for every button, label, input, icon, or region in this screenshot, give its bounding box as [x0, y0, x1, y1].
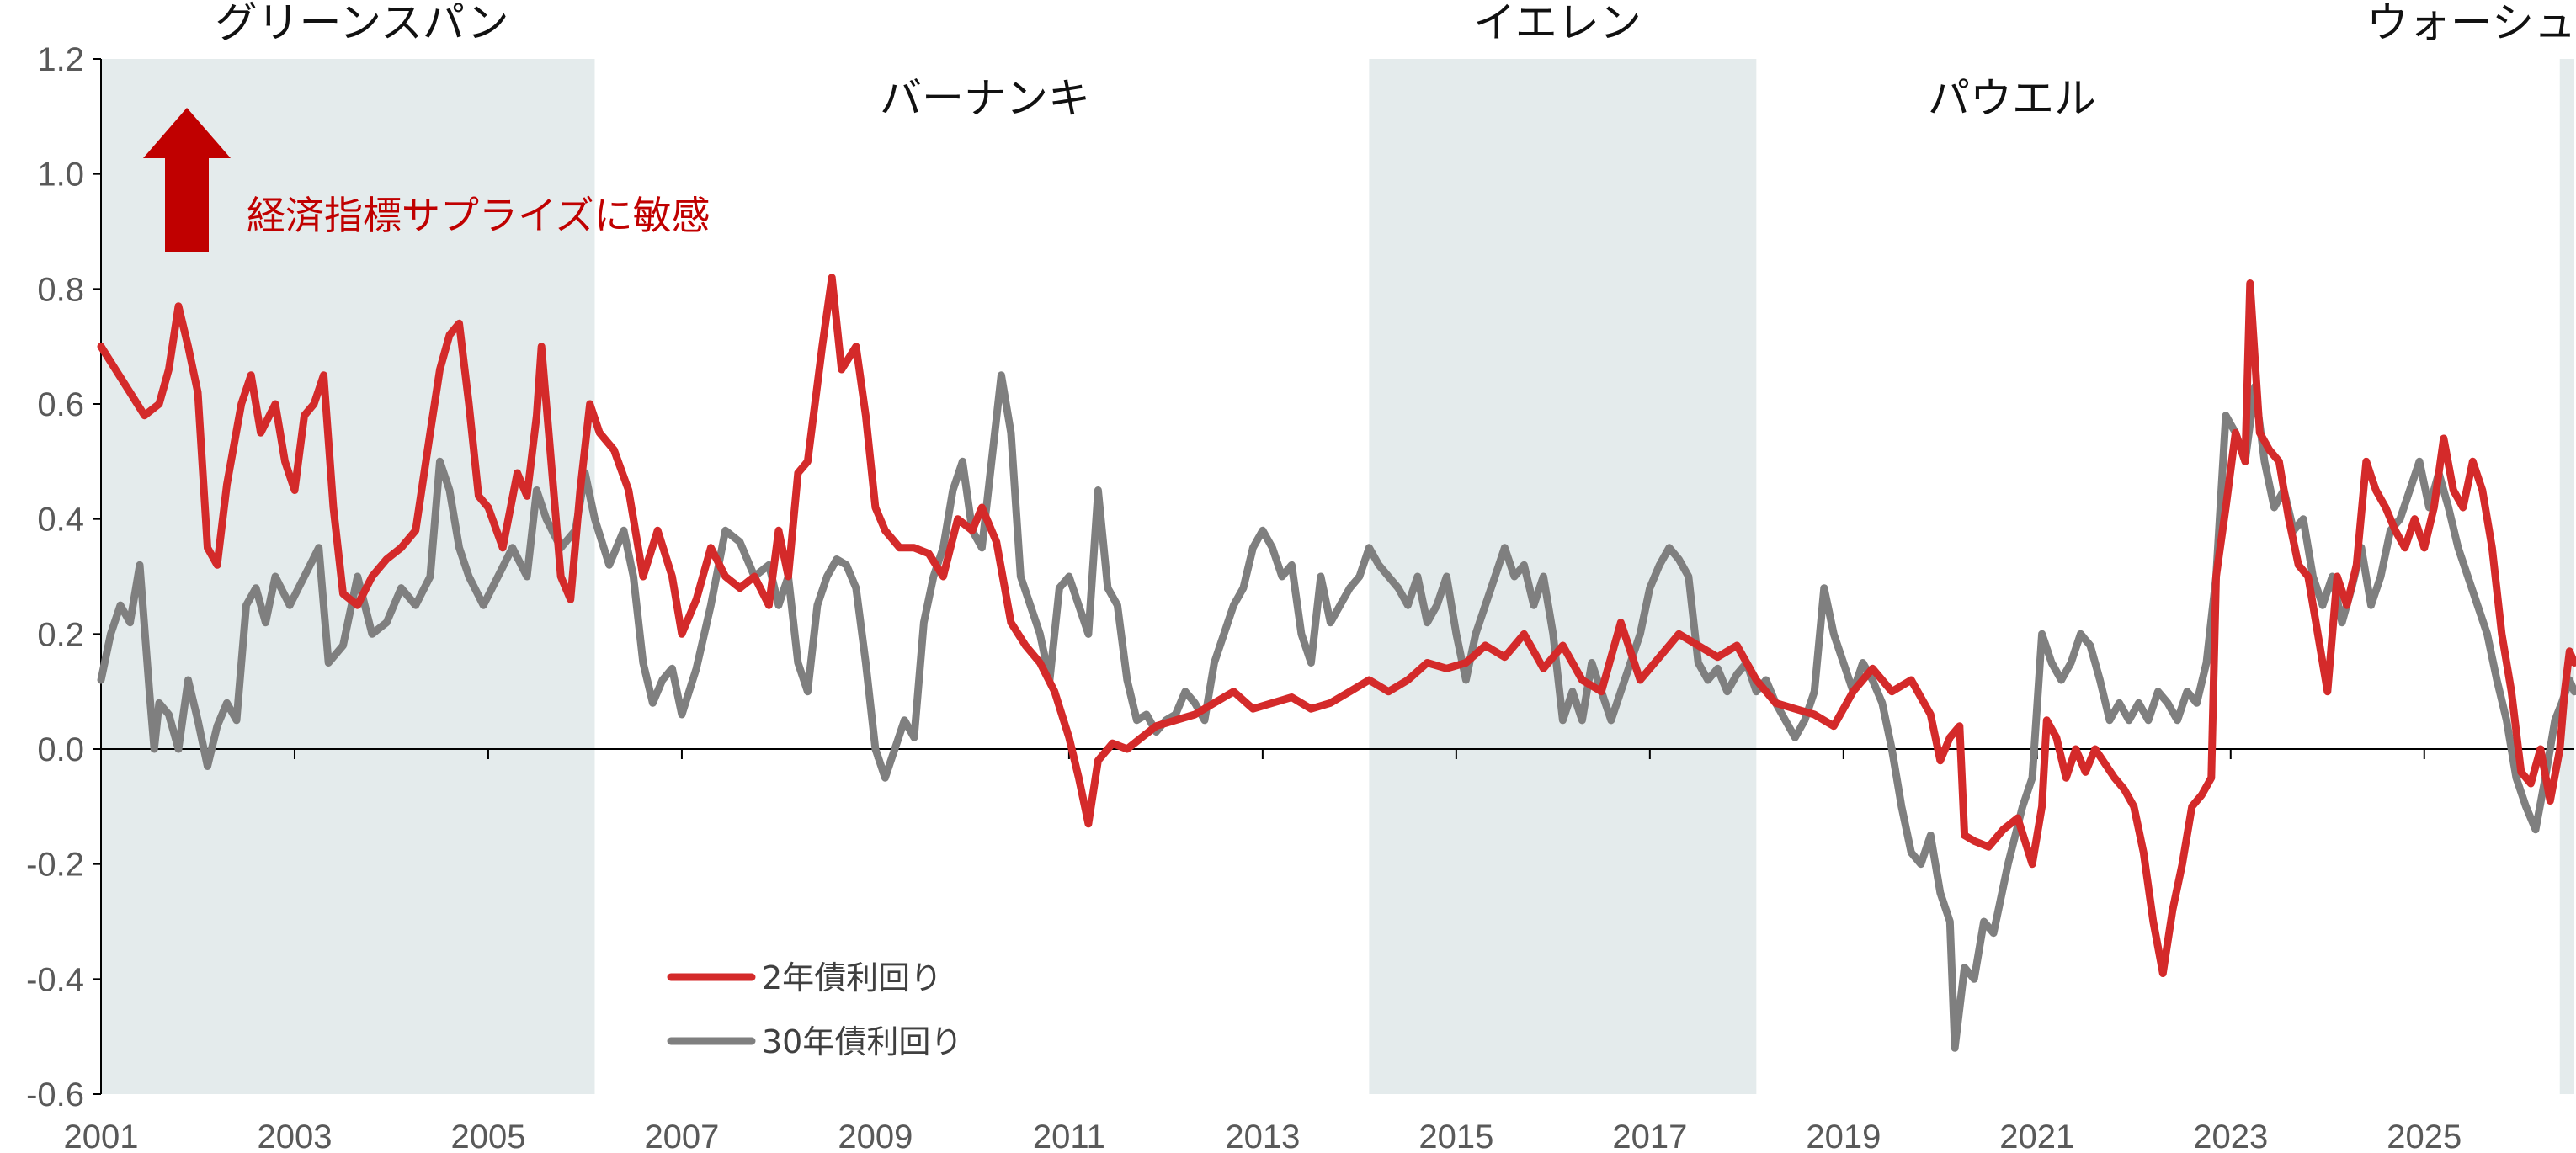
x-tick-label-2007: 2007	[644, 1118, 719, 1153]
x-tick-label-2023: 2023	[2193, 1118, 2268, 1153]
era-label-1: バーナンキ	[880, 74, 1090, 123]
x-tick-label-2021: 2021	[1999, 1118, 2074, 1153]
annotation-text: 経済指標サプライズに敏感	[247, 193, 711, 238]
y-tick-label-0-2: 0.2	[37, 616, 84, 653]
annotation: 経済指標サプライズに敏感	[143, 108, 711, 252]
y-tick-label-0-6: 0.6	[37, 386, 84, 423]
x-tick-label-2025: 2025	[2387, 1118, 2462, 1153]
series-line-0	[97, 274, 2576, 977]
era-label-4: ウォーシュ	[2366, 0, 2576, 47]
x-tick-label-2013: 2013	[1225, 1118, 1300, 1153]
x-tick-label-2001: 2001	[64, 1118, 139, 1153]
era-shade-4	[2559, 59, 2574, 1094]
x-tick-label-2015: 2015	[1418, 1118, 1493, 1153]
y-tick-label--0-6: -0.6	[26, 1076, 84, 1113]
era-shade-2	[1369, 59, 1757, 1094]
y-tick-labels: -0.6 -0.4 -0.2 0.0 0.2 0.4 0.6 0.8 1.0 1.2	[26, 41, 101, 1113]
era-label-3: パウエル	[1928, 74, 2096, 123]
legend: 2年債利回り 30年債利回り	[667, 959, 962, 1060]
legend-label-2y: 2年債利回り	[762, 959, 942, 996]
x-tick-label-2003: 2003	[257, 1118, 332, 1153]
x-tick-label-2005: 2005	[450, 1118, 525, 1153]
x-tick-labels: 2001 2003 2005 2007 2009 2011 2013 2015 2017 2019…	[64, 749, 2462, 1153]
x-tick-label-2009: 2009	[838, 1118, 913, 1153]
y-tick-label--0-4: -0.4	[26, 961, 84, 998]
era-label-0: グリーンスパン	[216, 0, 509, 47]
y-tick-label-1-0: 1.0	[37, 157, 84, 194]
y-tick-label--0-2: -0.2	[26, 847, 84, 884]
era-label-2: イエレン	[1473, 0, 1642, 47]
x-tick-label-2017: 2017	[1612, 1118, 1687, 1153]
y-tick-label-0-4: 0.4	[37, 502, 84, 539]
y-tick-label-1-2: 1.2	[37, 41, 84, 78]
y-tick-label-0-8: 0.8	[37, 271, 84, 308]
y-tick-label-0-0: 0.0	[37, 731, 84, 768]
axes	[100, 59, 2574, 1094]
series-lines	[97, 274, 2576, 1052]
x-tick-label-2011: 2011	[1033, 1118, 1105, 1153]
x-tick-label-2019: 2019	[1806, 1118, 1881, 1153]
up-arrow-icon	[143, 108, 231, 252]
legend-label-30y: 30年債利回り	[762, 1023, 962, 1060]
